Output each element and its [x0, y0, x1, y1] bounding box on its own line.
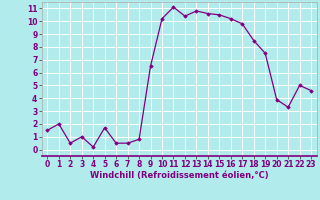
X-axis label: Windchill (Refroidissement éolien,°C): Windchill (Refroidissement éolien,°C) [90, 171, 268, 180]
